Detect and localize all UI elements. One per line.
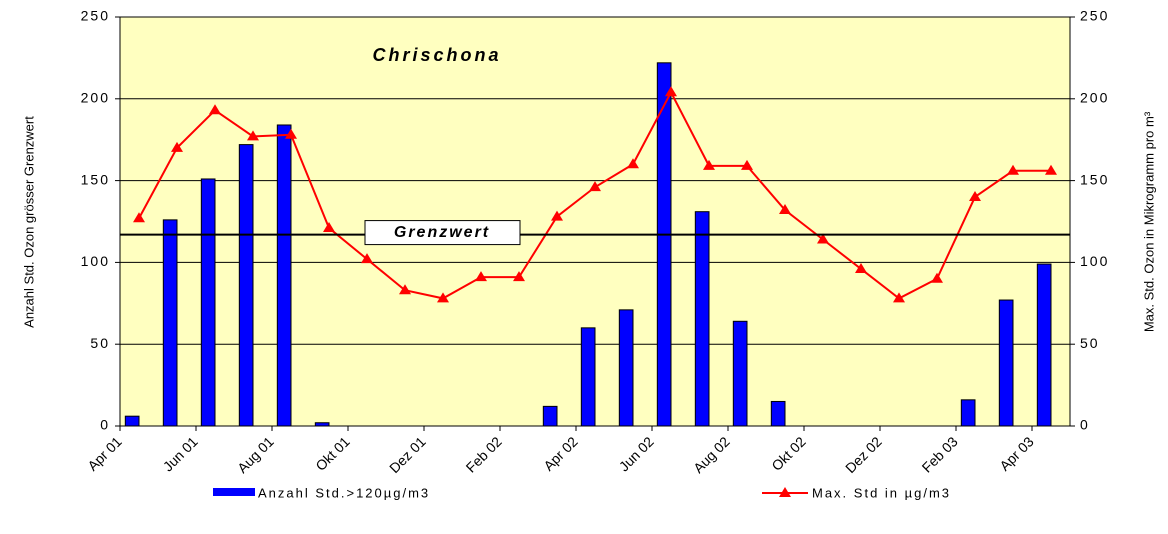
line-marker	[703, 159, 715, 170]
line-marker	[551, 210, 563, 221]
bar	[960, 399, 976, 427]
line-marker	[285, 128, 297, 139]
bar	[1036, 263, 1052, 427]
y-tick-label: 150	[81, 171, 110, 187]
y2-tick-label: 50	[1080, 335, 1100, 351]
y-tick-label: 200	[81, 90, 110, 106]
bar	[276, 124, 292, 427]
line-marker	[247, 130, 259, 141]
y-tick-label: 250	[81, 8, 110, 24]
x-tick-label: Feb 02	[463, 433, 505, 475]
bar	[314, 422, 330, 427]
line-marker	[627, 158, 639, 169]
bar	[162, 219, 178, 427]
bar	[770, 400, 786, 427]
line-marker	[969, 190, 981, 201]
x-tick-label: Dez 01	[386, 433, 429, 476]
y-tick-label: 50	[90, 335, 110, 351]
line-marker	[855, 262, 867, 273]
x-tick-label: Okt 02	[768, 433, 809, 474]
line-marker	[323, 222, 335, 233]
line-marker	[513, 271, 525, 282]
reference-label: Grenzwert	[394, 224, 490, 241]
x-tick-label: Apr 03	[996, 433, 1037, 474]
y-axis-label: Anzahl Std. Ozon grösser Grenzwert	[21, 116, 36, 328]
y2-tick-label: 100	[1080, 253, 1109, 269]
reference-label-box	[364, 220, 521, 246]
x-tick-label: Jun 01	[160, 433, 201, 474]
y2-axis-label: Max. Std. Ozon in Mikrogramm pro m³	[1141, 111, 1156, 332]
bar	[618, 309, 634, 427]
bar	[238, 144, 254, 427]
x-tick-label: Jun 02	[616, 433, 657, 474]
legend-label: Anzahl Std.>120µg/m3	[258, 485, 430, 500]
y2-tick-label: 150	[1080, 171, 1109, 187]
line-marker	[817, 233, 829, 244]
x-tick-label: Aug 01	[234, 433, 277, 476]
bar	[656, 62, 672, 427]
y2-tick-label: 0	[1080, 417, 1090, 433]
chart-title: Chrischona	[372, 45, 501, 65]
y-tick-label: 0	[100, 417, 110, 433]
line-marker	[893, 292, 905, 303]
bar	[124, 415, 140, 427]
line-marker	[171, 141, 183, 152]
bar	[580, 327, 596, 427]
line-marker	[1045, 164, 1057, 175]
bar	[732, 320, 748, 427]
legend-label: Max. Std in µg/m3	[812, 485, 951, 500]
line-marker	[437, 292, 449, 303]
line-marker	[665, 86, 677, 97]
line-marker	[361, 253, 373, 264]
line-marker	[779, 204, 791, 215]
bar	[542, 405, 558, 427]
y2-tick-label: 200	[1080, 90, 1109, 106]
line-marker	[589, 181, 601, 192]
x-tick-label: Apr 01	[84, 433, 125, 474]
legend-swatch	[779, 487, 791, 497]
bar	[694, 211, 710, 427]
x-tick-label: Feb 03	[919, 433, 961, 475]
x-tick-label: Okt 01	[312, 433, 353, 474]
y2-tick-label: 250	[1080, 8, 1109, 24]
bar	[200, 178, 216, 427]
line-marker	[475, 271, 487, 282]
bar	[998, 299, 1014, 427]
line-marker	[133, 212, 145, 223]
line-marker	[741, 159, 753, 170]
legend-swatch	[213, 488, 255, 496]
line-marker	[1007, 164, 1019, 175]
line-marker	[931, 272, 943, 283]
x-tick-label: Aug 02	[690, 433, 733, 476]
line-marker	[209, 104, 221, 115]
line-marker	[399, 284, 411, 295]
x-tick-label: Dez 02	[842, 433, 885, 476]
x-tick-label: Apr 02	[540, 433, 581, 474]
y-tick-label: 100	[81, 253, 110, 269]
